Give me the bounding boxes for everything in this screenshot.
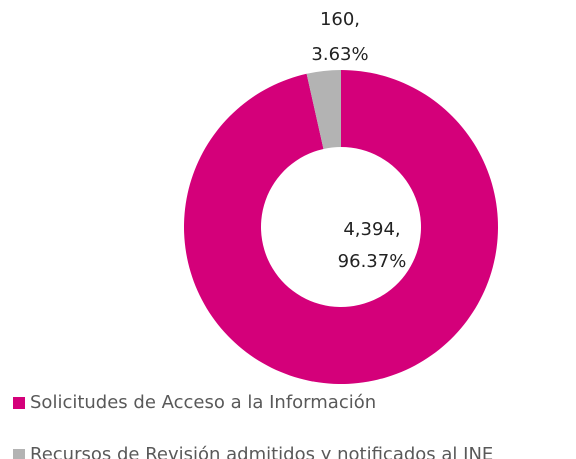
legend-label: Solicitudes de Acceso a la Información: [30, 392, 376, 413]
data-label: 160,: [320, 9, 360, 30]
legend-swatch: [13, 449, 25, 459]
donut-slice: [306, 70, 341, 149]
data-label: 96.37%: [338, 251, 407, 272]
donut-slice: [183, 70, 499, 385]
legend-label: Recursos de Revisión admitidos y notific…: [30, 444, 493, 459]
data-label: 4,394,: [343, 219, 400, 240]
data-label: 3.63%: [311, 44, 368, 65]
legend-swatch: [13, 397, 25, 409]
